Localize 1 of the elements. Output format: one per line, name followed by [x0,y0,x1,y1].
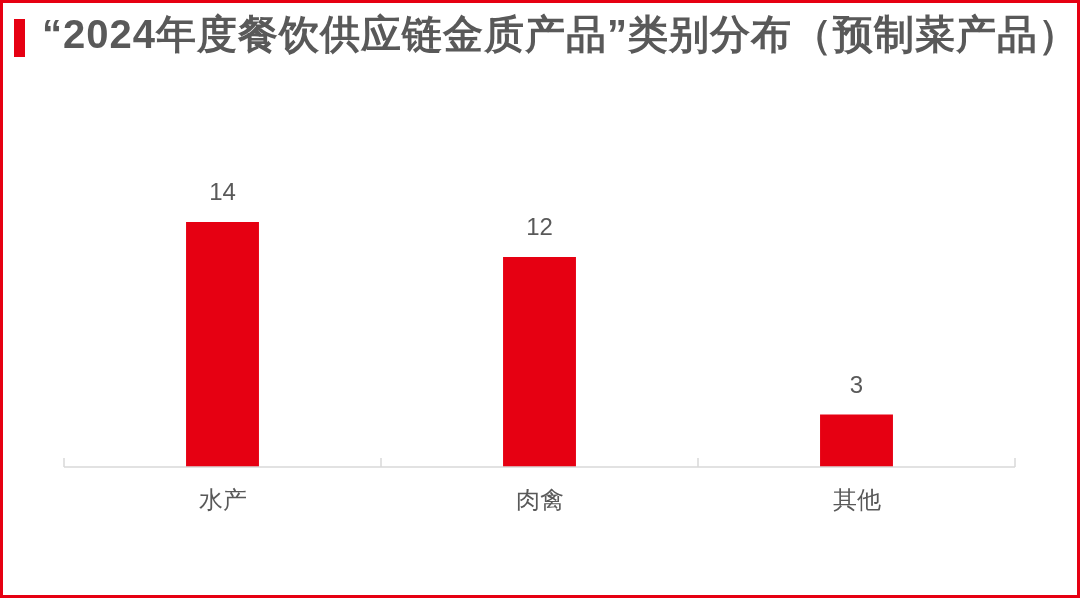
title: “2024年度餐饮供应链金质产品”类别分布（预制菜产品） [42,12,1079,56]
